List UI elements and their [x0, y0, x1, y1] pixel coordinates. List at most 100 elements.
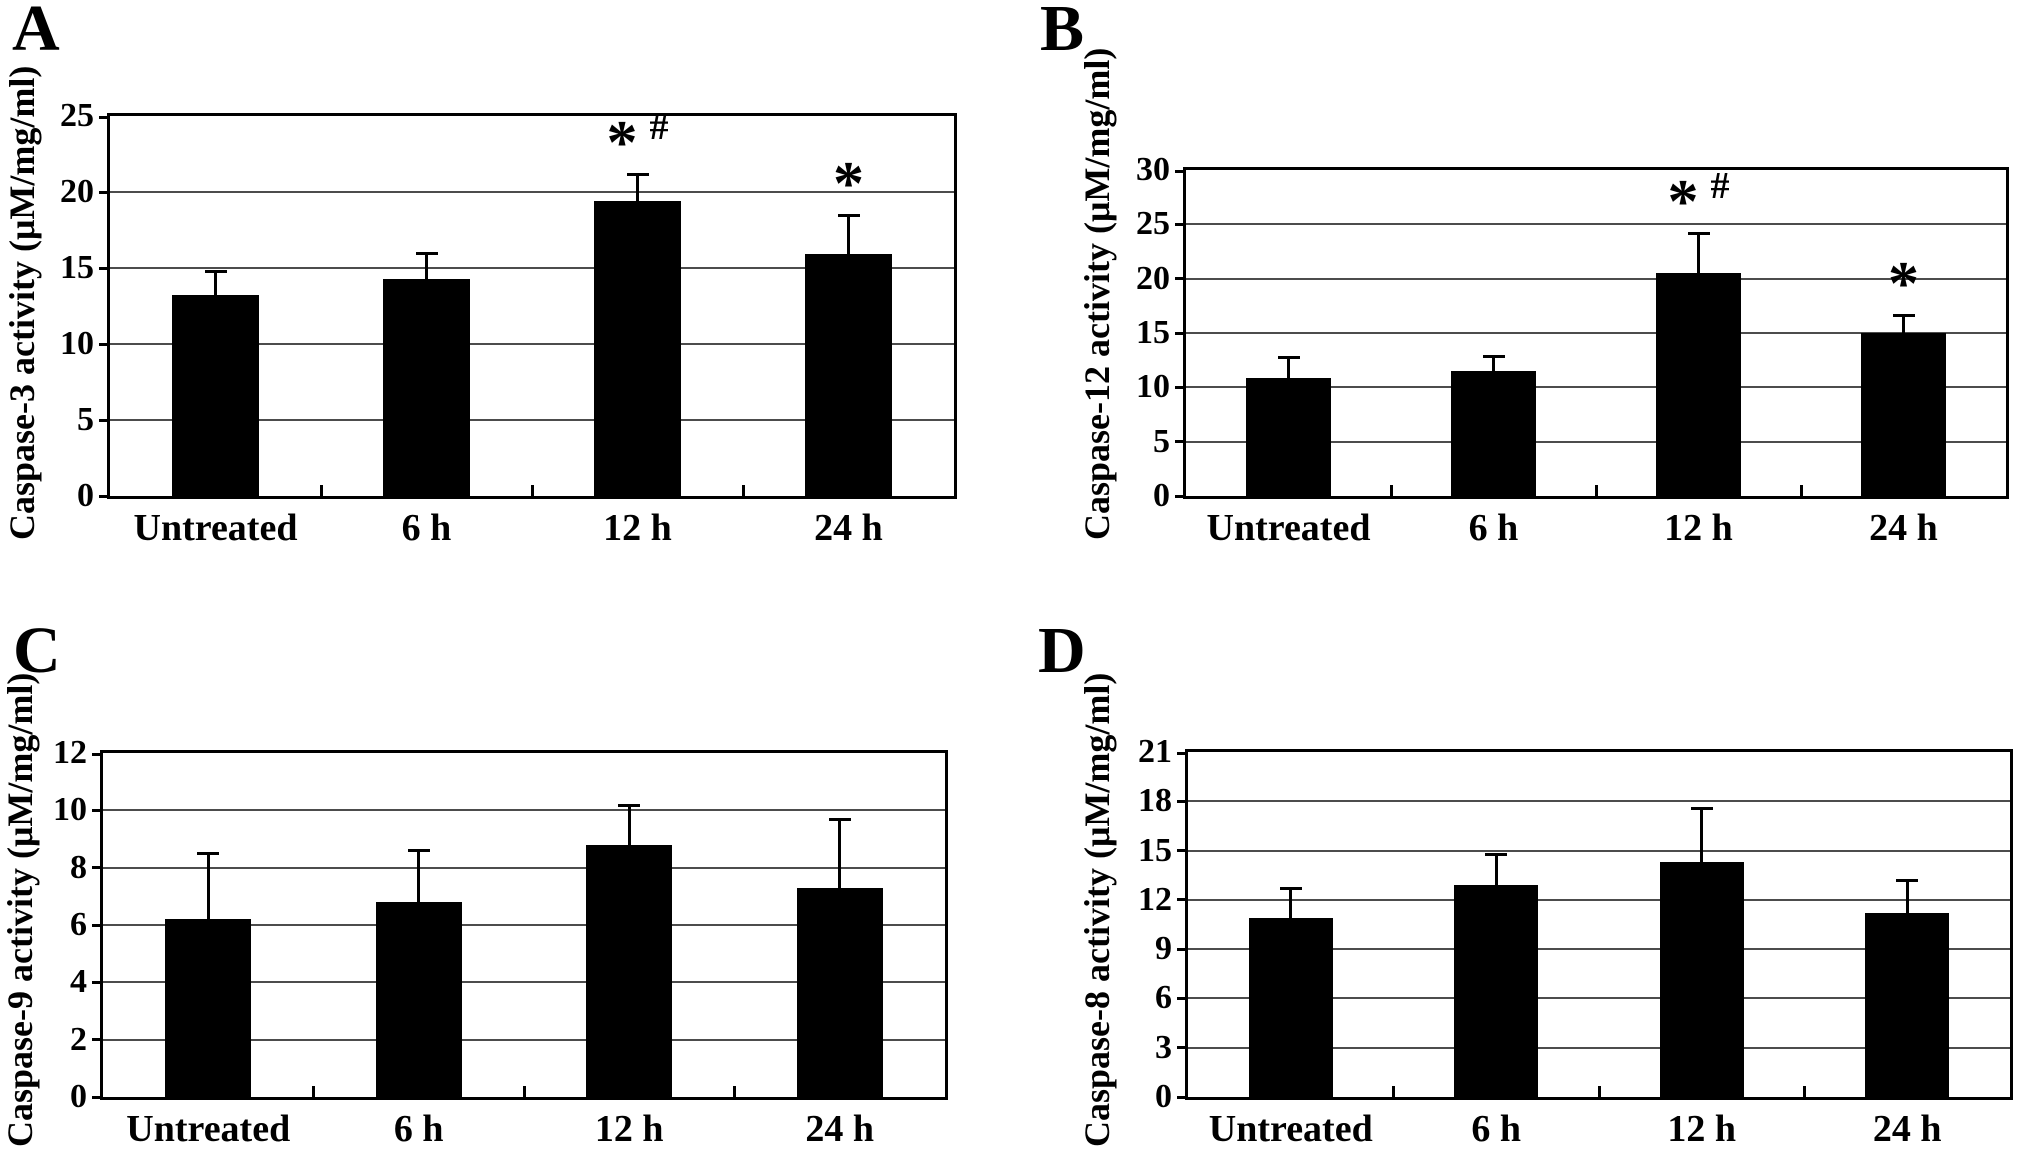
y-tick-label: 3 [1155, 1028, 1172, 1066]
panel-letter-d: D [1038, 614, 1087, 687]
gridline [103, 981, 945, 984]
bar [165, 919, 252, 1097]
gridline [103, 924, 945, 926]
error-bar-cap [626, 172, 649, 176]
y-tick-mark [1175, 494, 1186, 498]
y-tick-mark [99, 115, 110, 119]
error-bar-line [425, 252, 428, 279]
x-tick-mark [312, 1086, 315, 1097]
gridline [1186, 277, 2006, 280]
y-tick-mark [1175, 277, 1186, 281]
x-category-label: 12 h [594, 1108, 664, 1150]
error-bar-line [1287, 356, 1290, 378]
y-tick-label: 6 [70, 906, 87, 943]
asterisk-symbol: * [833, 149, 864, 218]
error-bar-line [1700, 807, 1704, 863]
y-tick-label: 0 [77, 477, 94, 514]
y-tick-mark [92, 923, 103, 927]
error-bar-cap [1482, 354, 1505, 358]
bar [1861, 333, 1946, 496]
gridline [110, 419, 954, 421]
y-tick-mark [92, 980, 103, 984]
y-tick-mark [1175, 385, 1186, 389]
gridline [1188, 1046, 2010, 1049]
y-tick-mark [99, 418, 110, 422]
x-category-label: 6 h [393, 1108, 444, 1150]
y-tick-label: 10 [1136, 368, 1170, 406]
error-bar-cap [407, 849, 430, 853]
bar [1659, 862, 1744, 1097]
error-bar-line [847, 214, 850, 255]
x-tick-mark [733, 1086, 736, 1097]
error-bar-line [1494, 853, 1498, 886]
gridline [1188, 898, 2010, 901]
bar [1451, 371, 1536, 496]
error-bar-cap [1279, 887, 1302, 891]
error-bar-cap [1892, 313, 1915, 317]
y-tick-mark [1177, 996, 1188, 1000]
error-bar-cap [197, 852, 220, 856]
error-bar-line [417, 850, 421, 903]
y-tick-label: 18 [1138, 782, 1172, 820]
significance-annotation: * # [1614, 163, 1784, 233]
x-tick-mark [1392, 1086, 1395, 1097]
y-tick-mark [1177, 898, 1188, 902]
error-bar-cap [618, 803, 641, 807]
y-tick-label: 15 [1138, 831, 1172, 869]
bar [172, 295, 259, 496]
y-tick-label: 25 [60, 97, 94, 134]
y-tick-mark [99, 190, 110, 194]
x-category-label: 24 h [814, 507, 883, 549]
error-bar-cap [204, 270, 227, 274]
x-category-label: 6 h [401, 507, 452, 549]
y-tick-label: 15 [60, 249, 94, 286]
gridline [1186, 332, 2006, 334]
hash-symbol: # [1710, 165, 1730, 208]
y-tick-mark [1177, 751, 1188, 755]
y-tick-label: 20 [60, 173, 94, 210]
x-category-label: Untreated [133, 507, 298, 549]
y-tick-label: 5 [1153, 422, 1170, 460]
y-tick-label: 4 [70, 963, 87, 1001]
hash-symbol: # [649, 105, 669, 148]
error-bar-cap [1896, 879, 1919, 883]
y-tick-label: 15 [1136, 314, 1170, 351]
gridline [103, 809, 945, 812]
gridline [103, 866, 945, 869]
x-category-label: Untreated [126, 1108, 291, 1150]
y-tick-mark [92, 866, 103, 870]
plot-area-b [1186, 170, 2006, 496]
x-tick-mark [1389, 485, 1393, 496]
x-category-label: 6 h [1468, 507, 1519, 549]
error-bar-cap [828, 817, 851, 821]
gridline [1188, 997, 2010, 1000]
error-bar-cap [1687, 232, 1710, 236]
y-tick-label: 12 [53, 734, 87, 771]
error-bar-cap [1485, 852, 1508, 856]
significance-annotation: * [764, 145, 934, 218]
y-tick-label: 9 [1155, 930, 1172, 968]
x-category-label: 24 h [1872, 1108, 1942, 1150]
panel-letter-b: B [1040, 0, 1086, 65]
x-category-label: 12 h [1667, 1108, 1737, 1150]
y-tick-mark [1177, 1046, 1188, 1050]
x-category-label: 24 h [805, 1108, 875, 1150]
bar [1656, 273, 1741, 496]
gridline [1188, 800, 2010, 803]
gridline [1186, 223, 2006, 226]
x-tick-mark [1594, 485, 1598, 496]
error-bar-line [214, 271, 217, 296]
gridline [1188, 849, 2010, 852]
bar [375, 902, 462, 1097]
significance-annotation: * [1819, 245, 1989, 315]
y-tick-mark [92, 1038, 103, 1042]
gridline [110, 267, 954, 269]
y-tick-label: 12 [1138, 880, 1172, 918]
error-bar-line [1492, 355, 1495, 372]
gridline [110, 191, 954, 193]
error-bar-cap [837, 213, 860, 217]
